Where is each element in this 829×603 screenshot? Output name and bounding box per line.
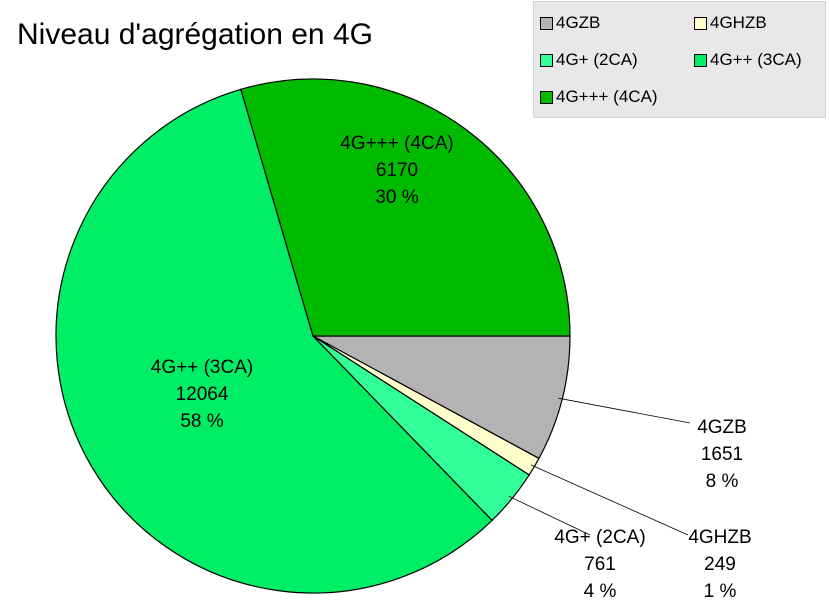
chart-legend: 4GZB 4GHZB 4G+ (2CA) 4G++ (3CA) 4G+++ (4CA) xyxy=(533,1,826,118)
legend-item-4g-4ca: 4G+++ (4CA) xyxy=(540,87,658,107)
slice-label-4gzb: 4GZB 1651 8 % xyxy=(697,417,747,492)
legend-label: 4GZB xyxy=(556,13,601,32)
leader-line-4g-2ca xyxy=(508,495,591,536)
chart-title: Niveau d'agrégation en 4G xyxy=(17,18,373,51)
legend-item-4gzb: 4GZB xyxy=(540,13,600,33)
legend-item-4g-3ca: 4G++ (3CA) xyxy=(694,50,802,70)
legend-label: 4G++ (3CA) xyxy=(710,50,802,69)
legend-item-4ghzb: 4GHZB xyxy=(694,13,767,33)
slice-label-4g-2ca: 4G+ (2CA) 761 4 % xyxy=(554,527,645,602)
legend-swatch xyxy=(694,16,707,30)
slice-label-4g-3ca: 4G++ (3CA) 12064 58 % xyxy=(151,357,253,432)
slice-label-4ghzb: 4GHZB 249 1 % xyxy=(688,527,751,602)
legend-swatch xyxy=(540,16,553,30)
legend-label: 4G+ (2CA) xyxy=(556,50,638,69)
legend-item-4g-2ca: 4G+ (2CA) xyxy=(540,50,638,70)
legend-label: 4G+++ (4CA) xyxy=(556,87,658,106)
pie-slice-4g-3ca xyxy=(55,88,493,594)
leader-line-4ghzb xyxy=(530,464,689,536)
legend-swatch xyxy=(694,53,707,67)
legend-label: 4GHZB xyxy=(710,13,767,32)
slice-label-4g-4ca: 4G+++ (4CA) 6170 30 % xyxy=(340,133,454,208)
pie-slice-4g-4ca xyxy=(240,78,571,337)
leader-line-4gzb xyxy=(558,397,691,424)
legend-swatch xyxy=(540,53,553,67)
legend-swatch xyxy=(540,90,553,104)
